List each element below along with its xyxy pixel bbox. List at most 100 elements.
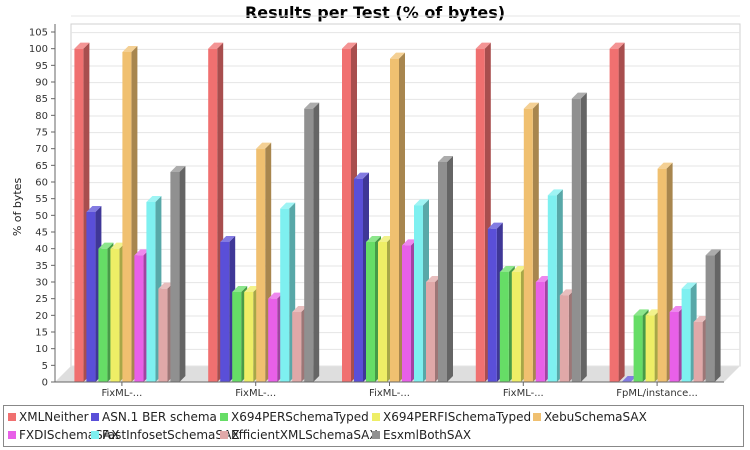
bar-top: [244, 286, 260, 292]
y-tick-label: 95: [35, 61, 48, 72]
bar-top: [158, 282, 174, 289]
bar-top: [523, 102, 539, 109]
bar-front: [110, 248, 120, 382]
legend-swatch: [220, 413, 228, 421]
y-tick-label: 70: [35, 144, 48, 155]
bar-top: [438, 156, 453, 162]
legend-label: XMLNeither: [19, 410, 89, 424]
y-tick-label: 105: [29, 28, 48, 39]
bar-front: [609, 48, 619, 383]
bar-top: [499, 266, 515, 272]
bar-top: [681, 282, 697, 289]
x-tick-label: FixML-...: [235, 388, 276, 399]
bar-top: [86, 206, 102, 212]
bar-top: [414, 199, 429, 206]
bar-top: [342, 42, 357, 49]
y-tick-label: 90: [35, 78, 48, 89]
y-tick-label: 30: [35, 278, 48, 289]
bar-front: [390, 58, 399, 383]
bar: [304, 102, 320, 383]
y-tick-label: 55: [35, 194, 48, 205]
y-tick-label: 15: [35, 328, 48, 339]
bar: [571, 92, 587, 383]
legend-label: ASN.1 BER schema: [102, 410, 217, 424]
bar-front: [232, 292, 242, 382]
bar-front: [158, 288, 168, 382]
bar-top: [208, 42, 224, 49]
bar-front: [342, 48, 351, 383]
bar-top: [74, 42, 90, 49]
y-tick-label: 10: [35, 344, 48, 355]
y-tick-label: 50: [35, 211, 48, 222]
bar-front: [571, 98, 581, 383]
bar-top: [134, 249, 150, 256]
legend-item: EsxmlBothSAX: [372, 427, 471, 443]
y-tick-label: 85: [35, 94, 48, 105]
y-tick-label: 40: [35, 244, 48, 255]
bar-front: [98, 248, 108, 382]
bar-top: [170, 166, 186, 172]
legend-swatch: [8, 413, 16, 421]
chart-legend: XMLNeither ASN.1 BER schema X694PERSchemaT…: [3, 405, 744, 447]
bar-chart-plot: Results per Test (% of bytes) 0 5 10 15 20 25 3…: [11, 3, 741, 399]
bar-front: [366, 242, 375, 382]
bar-top: [232, 286, 248, 292]
bar-front: [681, 288, 691, 382]
chart-title: Results per Test (% of bytes): [245, 3, 505, 22]
bar: [621, 376, 637, 382]
legend-label: FastInfosetSchemaSAX: [102, 428, 240, 442]
bar-front: [86, 212, 96, 382]
legend-label: EsxmlBothSAX: [383, 428, 472, 442]
bar-top: [559, 289, 575, 296]
bar-front: [292, 312, 302, 382]
y-tick-label: 65: [35, 161, 48, 172]
x-tick-label: FixML-...: [369, 388, 410, 399]
bar-front: [547, 195, 557, 382]
bar-front: [499, 272, 509, 382]
bar-top: [475, 42, 491, 49]
bar-front: [74, 48, 84, 383]
y-tick-label: 45: [35, 228, 48, 239]
bar-top: [292, 306, 308, 312]
legend-item: X694PERSchemaTyped: [220, 409, 369, 425]
bar-top: [657, 162, 673, 169]
bar-front: [475, 48, 485, 383]
legend-label: XebuSchemaSAX: [544, 410, 647, 424]
bar: [170, 166, 186, 382]
legend-label: X694PERSchemaTyped: [231, 410, 369, 424]
bar-front: [414, 205, 423, 382]
legend-item: XebuSchemaSAX: [533, 409, 647, 425]
bar-front: [559, 295, 569, 382]
bar-top: [268, 292, 284, 299]
bar-top: [571, 92, 587, 99]
bar-top: [511, 266, 527, 272]
bar-top: [220, 236, 236, 242]
bar-top: [390, 52, 405, 59]
bar-top: [146, 196, 162, 202]
bar-front: [122, 52, 132, 382]
y-axis-label: % of bytes: [11, 178, 24, 237]
legend-item: EfficientXMLSchemaSAX: [220, 427, 378, 443]
legend-swatch: [372, 431, 380, 439]
legend-label: X694PERFISchemaTyped: [383, 410, 532, 424]
y-tick-label: 25: [35, 294, 48, 305]
bar-top: [110, 242, 126, 249]
bar: [705, 249, 721, 382]
bar-side: [618, 42, 625, 383]
legend-item: ASN.1 BER schema: [91, 409, 217, 425]
bar-front: [170, 172, 180, 382]
bar-top: [304, 102, 320, 109]
bar-top: [122, 46, 138, 52]
y-tick-label: 100: [29, 44, 48, 55]
bar-side: [313, 102, 320, 383]
y-tick-label: 80: [35, 111, 48, 122]
bar-front: [354, 178, 363, 382]
legend-item: XMLNeither: [8, 409, 89, 425]
bar-front: [657, 168, 667, 382]
bar-side: [580, 92, 587, 383]
bar-side: [179, 166, 186, 382]
bar-front: [146, 202, 156, 382]
x-tick-label: FpML/instance...: [616, 388, 698, 399]
bar-front: [244, 292, 254, 382]
